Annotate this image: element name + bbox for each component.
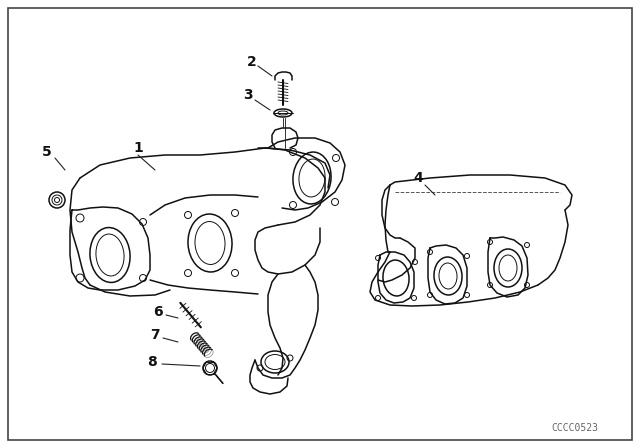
Text: 2: 2 — [247, 55, 257, 69]
Text: 1: 1 — [133, 141, 143, 155]
Text: 5: 5 — [42, 145, 52, 159]
Text: 4: 4 — [413, 171, 423, 185]
Text: 8: 8 — [147, 355, 157, 369]
Text: 3: 3 — [243, 88, 253, 102]
Text: CCCC0523: CCCC0523 — [552, 423, 598, 433]
Text: 7: 7 — [150, 328, 160, 342]
Text: 6: 6 — [153, 305, 163, 319]
